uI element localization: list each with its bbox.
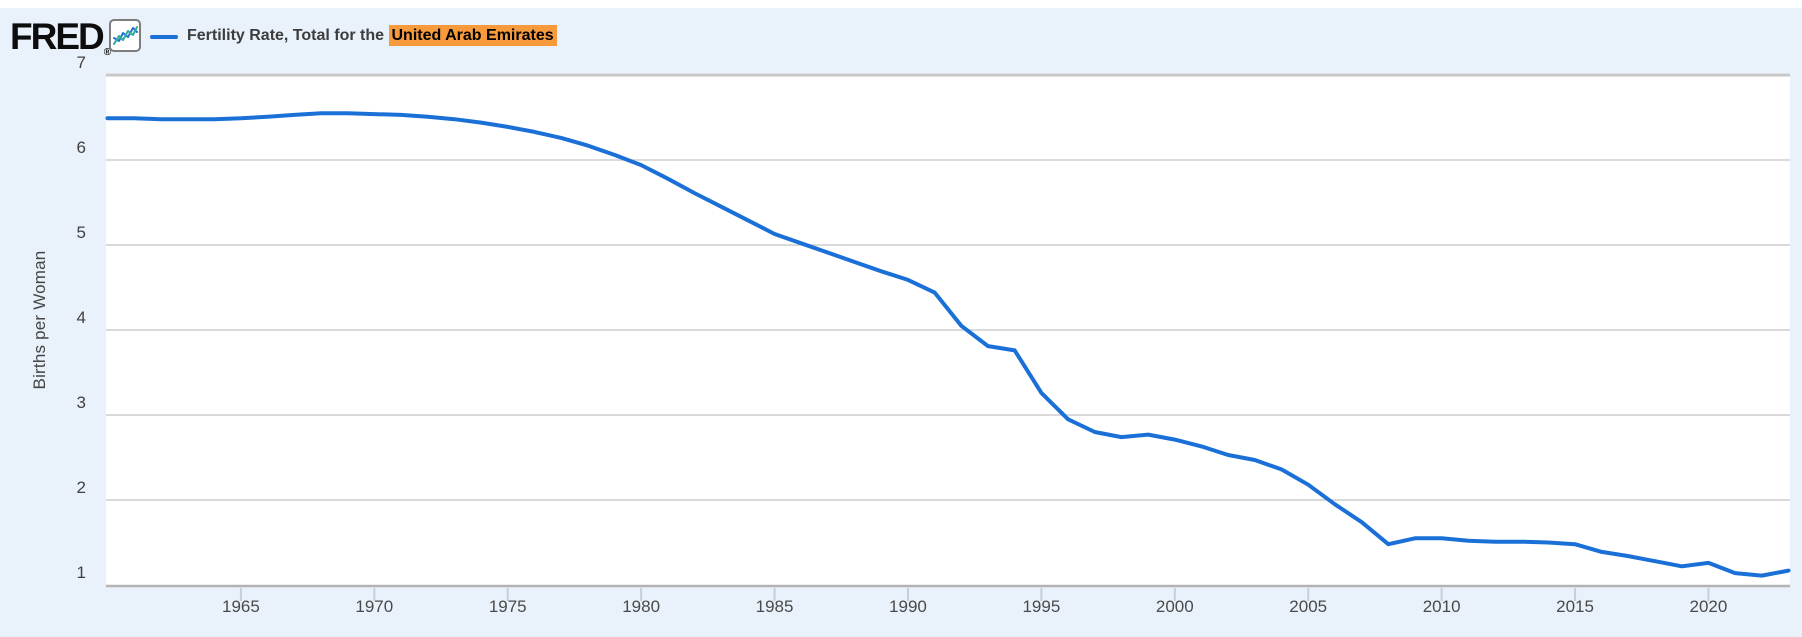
y-tick-label: 3 [76, 393, 86, 412]
y-tick-label: 5 [76, 223, 86, 242]
legend: Fertility Rate, Total for the United Ara… [150, 14, 557, 58]
x-tick-label: 2005 [1289, 597, 1328, 616]
x-tick-label: 1990 [889, 597, 927, 616]
y-tick-label: 4 [76, 308, 86, 327]
line-graph-icon-glyph [113, 26, 138, 45]
y-tick-label: 1 [76, 563, 86, 582]
x-tick-label: 2020 [1689, 597, 1728, 616]
y-tick-label: 6 [76, 138, 86, 157]
top-white-strip [0, 0, 1802, 8]
y-tick-label: 2 [76, 478, 86, 497]
gridlines [106, 73, 1790, 588]
x-tick-label: 1975 [488, 597, 527, 616]
y-axis-title: Births per Woman [30, 250, 49, 390]
series-title-prefix: Fertility Rate, Total for the [187, 27, 389, 44]
fred-graph-icon[interactable] [109, 19, 141, 52]
fred-logo[interactable]: FRED® [10, 16, 112, 67]
x-tick-label: 1965 [221, 597, 260, 616]
x-tick-label: 1995 [1022, 597, 1061, 616]
x-tick-label: 1980 [622, 597, 661, 616]
legend-series-link[interactable]: Fertility Rate, Total for the United Ara… [187, 25, 557, 46]
x-tick-label: 1985 [755, 597, 794, 616]
series-region-highlight[interactable]: United Arab Emirates [388, 25, 557, 46]
registered-trademark: ® [103, 47, 112, 58]
fertility-data-line[interactable] [105, 111, 1791, 578]
series-color-swatch [150, 35, 178, 39]
y-tick-label: 7 [76, 53, 86, 72]
x-tick-label: 1970 [355, 597, 394, 616]
x-axis-tick-marks [239, 588, 1710, 601]
x-tick-label: 2000 [1155, 597, 1194, 616]
fertility-line-chart[interactable] [105, 73, 1791, 614]
chart-header: FRED® Fertility Rate, Total for the Unit… [0, 14, 1802, 58]
x-tick-label: 2015 [1556, 597, 1594, 616]
x-tick-label: 2010 [1422, 597, 1461, 616]
fred-logo-text: FRED [10, 16, 105, 57]
